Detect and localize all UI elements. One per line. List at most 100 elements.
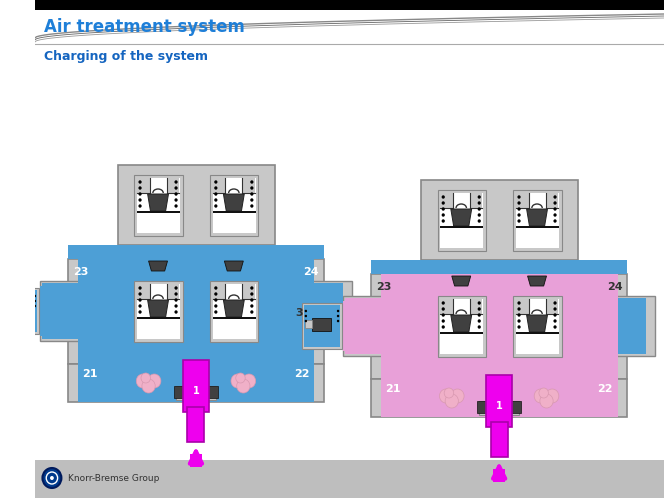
Bar [371,379,627,417]
Text: 22: 22 [598,384,613,394]
Bar [137,211,180,213]
Circle shape [553,207,556,211]
Circle shape [442,207,445,211]
Bar [440,193,453,208]
Bar [469,193,482,208]
Circle shape [250,204,254,208]
Circle shape [477,313,481,317]
Circle shape [147,374,161,388]
Circle shape [517,307,521,311]
Circle shape [138,292,141,296]
Bar [167,284,179,299]
Circle shape [214,198,217,202]
Bar [137,317,180,319]
Circle shape [477,219,481,223]
Bar [440,299,453,314]
Circle shape [236,373,245,383]
Bar [493,469,505,482]
Bar [213,284,256,339]
Polygon shape [527,315,547,332]
Bar [440,193,483,248]
Circle shape [305,320,307,322]
Bar [176,386,216,400]
Circle shape [175,298,178,302]
Circle shape [242,374,256,388]
Circle shape [250,310,254,314]
Circle shape [175,304,178,308]
Circle shape [138,186,141,190]
Circle shape [517,319,521,323]
Bar [0,288,39,334]
Bar [371,260,627,274]
Circle shape [141,373,151,383]
Circle shape [442,213,445,217]
Bar [345,298,380,354]
Circle shape [337,315,339,317]
Bar [213,284,225,299]
Circle shape [477,325,481,329]
Circle shape [236,379,250,393]
Bar [491,422,508,457]
Polygon shape [223,194,244,211]
Bar [35,0,664,10]
Circle shape [553,301,556,305]
Bar [438,296,486,357]
Circle shape [442,325,445,329]
Circle shape [444,388,454,398]
Circle shape [50,476,54,480]
Circle shape [250,304,254,308]
Circle shape [175,310,178,314]
Bar [167,178,179,193]
Bar [618,298,646,354]
Circle shape [517,195,521,199]
Polygon shape [528,276,546,286]
Circle shape [546,389,559,403]
Text: 23: 23 [376,282,391,292]
Circle shape [442,307,445,311]
Circle shape [136,374,149,388]
Polygon shape [149,261,167,271]
Bar [616,296,655,356]
Circle shape [250,198,254,202]
Bar [213,178,256,233]
Bar [516,193,529,208]
Bar [513,190,562,251]
Circle shape [214,292,217,296]
Bar [78,259,314,364]
Bar [137,178,149,193]
Circle shape [175,186,178,190]
Circle shape [214,298,217,302]
Circle shape [540,394,553,408]
Bar [183,360,209,412]
Circle shape [138,204,141,208]
Bar [313,281,353,341]
Circle shape [442,313,445,317]
Bar [40,286,78,336]
Bar [440,332,483,334]
Bar [422,180,578,260]
Text: 21: 21 [82,369,98,379]
Circle shape [1,300,4,302]
Bar [210,281,258,342]
Bar [118,165,275,245]
Circle shape [553,219,556,223]
Bar [343,301,380,351]
Circle shape [175,198,178,202]
Bar [40,281,80,341]
Text: Air treatment system: Air treatment system [44,18,245,36]
Circle shape [214,180,217,184]
Text: Knorr-Bremse Group: Knorr-Bremse Group [68,474,159,483]
Bar [516,226,559,228]
Circle shape [553,319,556,323]
Text: 21: 21 [385,384,401,394]
Circle shape [477,195,481,199]
Circle shape [175,180,178,184]
Bar [313,318,331,331]
Text: 24: 24 [607,282,622,292]
Bar [380,274,618,379]
Bar [440,226,483,228]
Circle shape [305,315,307,317]
Bar [314,283,343,339]
Polygon shape [527,209,547,226]
Circle shape [442,301,445,305]
